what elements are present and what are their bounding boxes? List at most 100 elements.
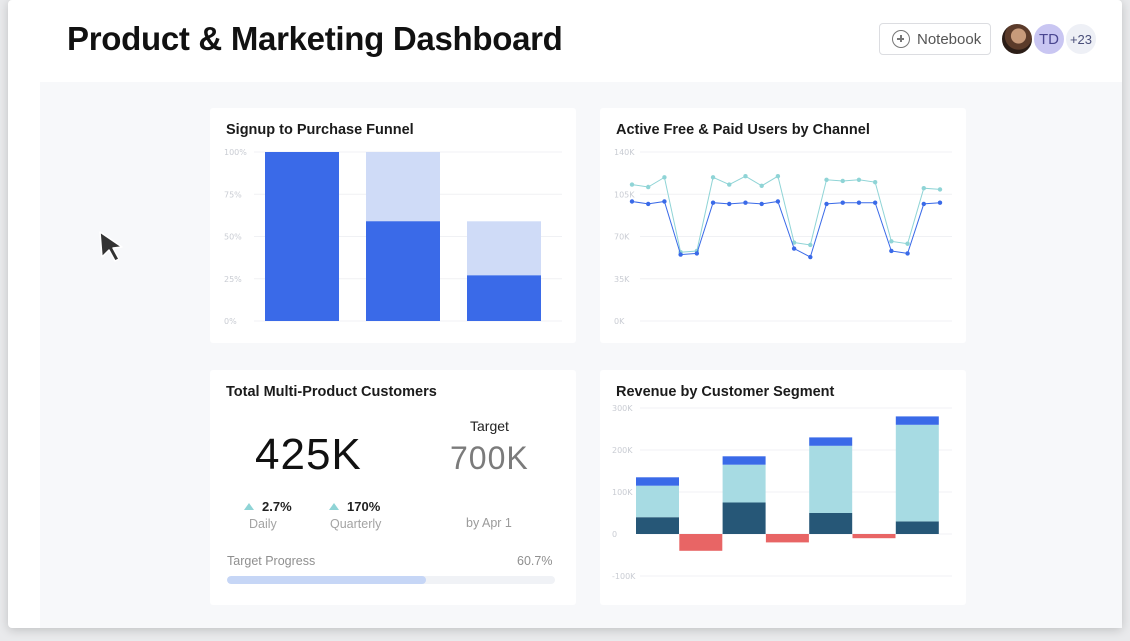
revenue-bar-segment	[895, 416, 939, 425]
free-users-point	[727, 182, 732, 187]
paid-users-point	[808, 254, 813, 260]
y-tick-label: 50%	[224, 233, 242, 242]
revenue-chart[interactable]: -100K 0 100K 200K 300K	[600, 370, 966, 605]
paid-users-point	[759, 201, 764, 207]
progress-percent: 60.7%	[517, 554, 553, 568]
y-tick-label: 0	[612, 530, 617, 539]
revenue-bar-segment	[809, 445, 853, 513]
users-card[interactable]: Active Free & Paid Users by Channel 0K 35…	[600, 108, 966, 343]
y-tick-label: 100K	[612, 488, 633, 497]
daily-change-value: 2.7%	[262, 499, 292, 514]
paid-users-point	[710, 200, 716, 205]
free-users-point	[808, 242, 813, 248]
free-users-point	[937, 187, 943, 192]
free-users-line	[631, 175, 941, 253]
plus-circle-icon	[892, 30, 910, 48]
paid-users-point	[791, 246, 797, 251]
free-users-point	[889, 239, 894, 244]
paid-users-point	[889, 248, 894, 254]
avatar-more-count[interactable]: +23	[1064, 22, 1098, 56]
revenue-bar-segment	[722, 456, 766, 465]
revenue-bar-segment	[722, 502, 766, 534]
y-tick-label: 25%	[224, 275, 242, 284]
app-window: Product & Marketing Dashboard Notebook T…	[8, 0, 1122, 628]
funnel-card-title: Signup to Purchase Funnel	[226, 122, 414, 138]
y-tick-label: 300K	[612, 404, 633, 413]
revenue-bar-segment	[636, 485, 679, 518]
progress-bar	[227, 576, 555, 584]
y-tick-label: 140K	[614, 148, 635, 157]
quarterly-change: 170%	[329, 499, 380, 514]
paid-users-line	[631, 200, 941, 258]
paid-users-point	[727, 201, 732, 207]
revenue-bar-segment	[809, 513, 853, 534]
target-date: by Apr 1	[466, 516, 512, 530]
target-label: Target	[470, 418, 509, 434]
revenue-bar-segment	[895, 424, 939, 522]
free-users-point	[824, 177, 829, 182]
y-tick-label: 75%	[224, 190, 242, 199]
paid-users-point	[775, 199, 781, 204]
paid-users-point	[937, 200, 943, 205]
free-users-point	[662, 175, 667, 180]
paid-users-point	[872, 200, 878, 205]
revenue-bar-segment	[895, 521, 939, 534]
avatar-initials[interactable]: TD	[1032, 22, 1066, 56]
quarterly-label: Quarterly	[330, 517, 382, 531]
paid-users-point	[743, 200, 748, 205]
revenue-bar-segment	[636, 477, 679, 486]
paid-users-point	[694, 251, 700, 256]
revenue-bar-negative	[679, 534, 723, 551]
funnel-bar-converted	[366, 221, 440, 321]
notebook-button-label: Notebook	[917, 30, 982, 48]
free-users-point	[856, 177, 862, 182]
target-value: 700K	[450, 440, 529, 476]
funnel-bar-converted	[467, 275, 541, 321]
free-users-point	[905, 241, 910, 246]
avatar[interactable]	[1000, 22, 1034, 56]
funnel-bar-converted	[265, 152, 339, 321]
dashboard-canvas: Signup to Purchase Funnel 0% 25% 50% 75% 100…	[40, 82, 1122, 628]
free-users-point	[791, 240, 797, 245]
kpi-card[interactable]: Total Multi-Product Customers 425K Targe…	[210, 370, 576, 605]
free-users-point	[872, 179, 878, 185]
kpi-value: 425K	[255, 430, 362, 479]
up-triangle-icon	[244, 503, 254, 510]
funnel-chart[interactable]: 0% 25% 50% 75% 100%	[210, 108, 576, 343]
paid-users-point	[856, 200, 862, 205]
y-tick-label: 35K	[614, 275, 630, 284]
free-users-point	[921, 186, 926, 191]
revenue-bar-segment	[809, 437, 853, 446]
y-tick-label: 0K	[614, 317, 625, 326]
users-chart[interactable]: 0K 35K 70K 105K 140K	[600, 108, 966, 343]
revenue-card-title: Revenue by Customer Segment	[616, 384, 835, 400]
revenue-bar-negative	[765, 534, 809, 543]
notebook-button[interactable]: Notebook	[879, 23, 991, 55]
free-users-point	[646, 184, 651, 190]
revenue-bar-negative	[852, 534, 896, 539]
mouse-cursor-icon	[99, 231, 123, 262]
kpi-card-title: Total Multi-Product Customers	[226, 384, 437, 400]
free-users-point	[775, 173, 781, 179]
paid-users-point	[662, 199, 667, 204]
y-tick-label: 105K	[614, 190, 635, 199]
up-triangle-icon	[329, 503, 339, 510]
paid-users-point	[840, 200, 845, 205]
quarterly-change-value: 170%	[347, 499, 381, 514]
y-tick-label: 70K	[614, 233, 630, 242]
y-tick-label: 200K	[612, 446, 633, 455]
page-title: Product & Marketing Dashboard	[67, 20, 563, 57]
funnel-card[interactable]: Signup to Purchase Funnel 0% 25% 50% 75% 100…	[210, 108, 576, 343]
paid-users-point	[921, 201, 926, 207]
paid-users-point	[824, 201, 829, 207]
revenue-bar-segment	[636, 517, 679, 534]
daily-change: 2.7%	[244, 499, 292, 514]
revenue-card[interactable]: Revenue by Customer Segment -100K 0 100K 20…	[600, 370, 966, 605]
y-tick-label: -100K	[612, 572, 636, 581]
free-users-point	[759, 183, 764, 188]
free-users-point	[840, 178, 845, 184]
paid-users-point	[646, 201, 651, 207]
progress-label: Target Progress	[227, 554, 316, 568]
free-users-point	[629, 182, 635, 187]
dashboard-header: Product & Marketing Dashboard Notebook T…	[8, 0, 1122, 82]
